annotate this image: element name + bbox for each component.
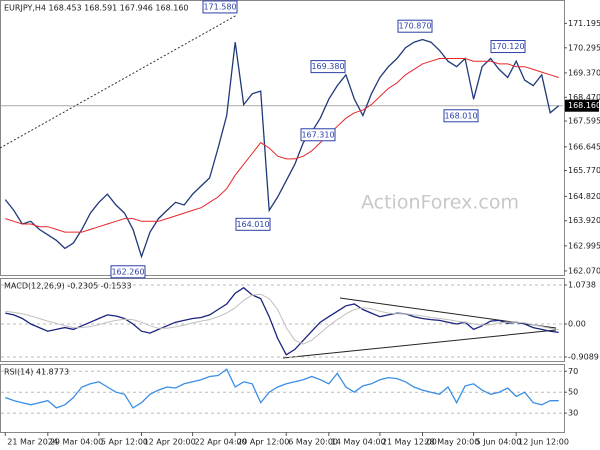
annotation-label: 170.120 — [491, 42, 524, 51]
annotation-box — [490, 40, 526, 54]
rsi-panel — [0, 364, 565, 433]
panel-title: MACD(12,26,9) -0.2305 -0.1533 — [4, 282, 132, 291]
annotation-box — [397, 19, 433, 33]
panel-title: EURJPY,H4 168.453 168.591 167.946 168.16… — [4, 4, 189, 13]
series-line — [5, 58, 559, 233]
annotation-label: 169.380 — [311, 62, 344, 71]
trend-line — [0, 14, 238, 149]
series-line — [4, 38, 560, 259]
macd-panel — [0, 278, 565, 362]
annotation-box — [110, 265, 146, 279]
y-tick-label: 166.645 — [568, 142, 600, 151]
y-tick-label: 0.00 — [568, 319, 586, 328]
x-tick-label: 28 May 20:00 — [425, 438, 480, 447]
series-line — [5, 368, 559, 409]
series-line — [5, 293, 559, 345]
annotation-label: 170.870 — [398, 22, 431, 31]
annotation-box — [300, 128, 336, 142]
x-tick-label: 29 Apr 12:00 — [237, 438, 289, 447]
x-tick-label: 21 May 12:00 — [382, 438, 437, 447]
annotation-label: 171.580 — [203, 2, 236, 11]
x-tick-label: 5 Apr 12:00 — [101, 438, 148, 447]
x-tick-label: 12 Jun 12:00 — [518, 438, 569, 447]
x-tick-label: 29 Mar 04:00 — [50, 438, 103, 447]
y-tick-label: 168.470 — [568, 93, 600, 102]
annotation-label: 167.310 — [301, 130, 334, 139]
price-panel — [0, 0, 565, 276]
y-tick-label: 170.295 — [568, 43, 600, 52]
annotation-box — [235, 217, 271, 231]
x-tick-label: 6 May 20:00 — [288, 438, 338, 447]
annotation-label: 162.260 — [111, 267, 144, 276]
x-tick-label: 12 Apr 20:00 — [144, 438, 196, 447]
y-tick-label: 163.920 — [568, 216, 600, 225]
x-tick-label: 14 May 04:00 — [331, 438, 386, 447]
last-price-label: 168.160 — [568, 101, 600, 110]
y-tick-label: 171.195 — [568, 19, 600, 28]
annotation-label: 164.010 — [236, 220, 269, 229]
y-tick-label: 30 — [568, 409, 578, 418]
y-tick-label: 164.820 — [568, 192, 600, 201]
annotation-label: 168.010 — [444, 111, 477, 120]
x-tick-label: 21 Mar 2024 — [7, 438, 58, 447]
y-tick-label: 50 — [568, 388, 578, 397]
x-tick-label: 22 Apr 04:00 — [195, 438, 247, 447]
watermark: ActionForex.com — [361, 192, 519, 214]
series-line — [5, 286, 559, 356]
annotation-box — [310, 60, 346, 74]
last-price-box — [565, 99, 599, 112]
trend-line — [282, 329, 557, 359]
annotation-box — [443, 109, 479, 123]
y-tick-label: 70 — [568, 367, 578, 376]
y-tick-label: 167.595 — [568, 117, 600, 126]
y-tick-label: 169.370 — [568, 68, 600, 77]
y-tick-label: 1.0738 — [568, 281, 596, 290]
annotation-box — [202, 0, 238, 14]
y-tick-label: 162.070 — [568, 266, 600, 275]
y-tick-label: 165.770 — [568, 166, 600, 175]
y-tick-label: 162.995 — [568, 241, 600, 250]
x-tick-label: 5 Jun 04:00 — [476, 438, 522, 447]
panel-title: RSI(14) 41.8773 — [4, 368, 69, 377]
y-tick-label: -0.9089 — [568, 352, 599, 361]
